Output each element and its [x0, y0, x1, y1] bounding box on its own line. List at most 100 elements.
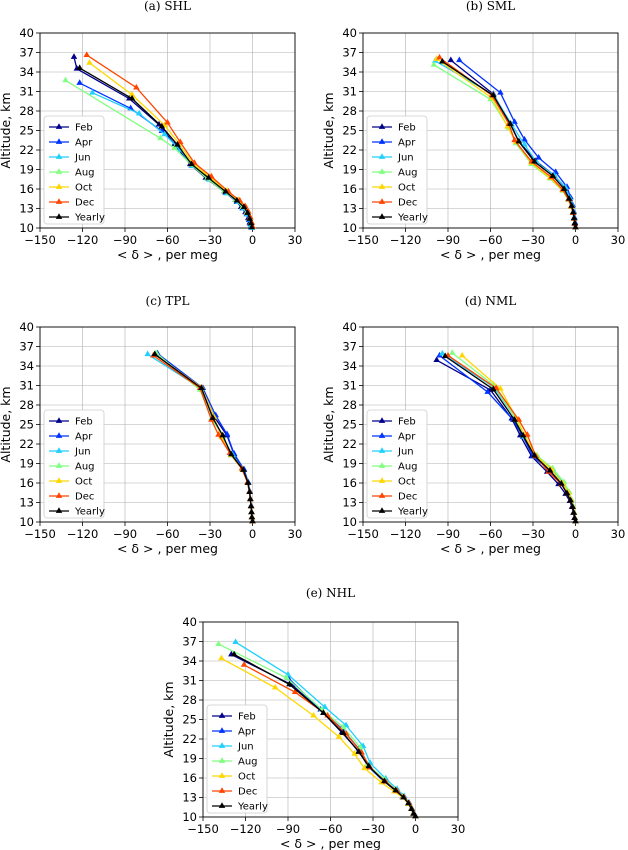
series-line [441, 353, 577, 522]
legend-label: Dec [75, 492, 94, 503]
chart-panel-3: −150 −120 −90 −60 −30 0 30 10 13 16 19 22 25 28 31 34 37… [0, 294, 302, 556]
chart-panel-1: −150 −120 −90 −60 −30 0 30 10 13 16 19 22 25 28 31 34 37… [0, 0, 302, 262]
data-point-marker [133, 83, 140, 90]
x-tick-label: −30 [198, 233, 222, 247]
panel-title: (e) NHL [306, 586, 355, 600]
y-tick-label: 37 [19, 46, 34, 60]
series-line [451, 352, 577, 522]
series-line [147, 353, 254, 522]
x-tick-label: 0 [249, 527, 256, 541]
legend-swatch-marker [378, 153, 386, 159]
x-tick-label: 30 [288, 233, 303, 247]
y-tick-label: 10 [342, 221, 357, 235]
y-tick-label: 37 [182, 635, 197, 649]
series-dec [436, 53, 579, 230]
panel-title: (d) NML [465, 294, 517, 308]
data-point-marker [228, 450, 235, 457]
data-point-marker [135, 109, 143, 116]
series-feb [447, 56, 579, 230]
series-apr [154, 349, 256, 524]
legend-label: Oct [398, 183, 415, 194]
data-point-marker [511, 416, 518, 422]
data-point-marker [351, 750, 358, 756]
data-point-marker [272, 683, 279, 690]
series-line [439, 355, 577, 522]
data-point-marker [291, 688, 299, 695]
series-aug [449, 349, 579, 524]
legend-swatch-marker [378, 213, 386, 219]
x-tick-label: −30 [361, 822, 385, 836]
legend-swatch-marker [378, 477, 386, 483]
data-point-marker [567, 496, 574, 503]
legend-swatch-marker [218, 802, 226, 808]
legend-label: Apr [238, 727, 256, 738]
data-point-marker [70, 53, 78, 59]
data-point-marker [320, 709, 327, 715]
data-point-marker [244, 479, 252, 485]
y-tick-label: 34 [19, 65, 34, 79]
x-tick-label: −90 [113, 527, 137, 541]
series-oct [86, 59, 256, 229]
x-axis-label: < δ > , per meg [117, 541, 218, 556]
data-point-marker [158, 122, 166, 129]
x-tick-label: −90 [436, 527, 460, 541]
y-tick-label: 19 [342, 163, 357, 177]
legend-label: Feb [75, 123, 93, 134]
data-point-marker [570, 214, 578, 221]
legend-label: Apr [398, 138, 416, 149]
data-point-marker [490, 385, 497, 392]
y-tick-label: 40 [19, 26, 34, 40]
x-tick-label: 30 [451, 822, 466, 836]
data-point-marker [436, 351, 443, 358]
x-tick-label: −30 [521, 233, 545, 247]
data-point-marker [497, 89, 504, 95]
legend-swatch-marker [378, 198, 386, 204]
legend-label: Apr [398, 432, 416, 443]
data-point-marker [531, 157, 538, 164]
data-point-marker [248, 508, 255, 515]
legend-swatch-marker [378, 462, 386, 468]
data-point-marker [392, 786, 399, 793]
data-point-marker [177, 138, 184, 145]
x-tick-label: −60 [318, 822, 342, 836]
data-point-marker [209, 414, 217, 420]
data-point-marker [433, 356, 440, 363]
data-point-marker [400, 793, 407, 800]
data-point-marker [215, 431, 222, 437]
y-tick-label: 10 [182, 810, 197, 824]
data-point-marker [570, 509, 578, 515]
series-line [461, 355, 577, 522]
y-tick-label: 19 [19, 163, 34, 177]
series-jun [432, 57, 579, 230]
data-point-marker [571, 514, 578, 520]
data-point-marker [563, 489, 571, 496]
data-point-marker [247, 495, 254, 502]
data-point-marker [247, 219, 255, 226]
legend-label: Feb [238, 712, 256, 723]
y-tick-label: 40 [342, 320, 357, 334]
legend-label: Aug [75, 168, 95, 179]
legend-label: Dec [398, 492, 417, 503]
data-point-marker [568, 202, 575, 208]
data-point-marker [215, 640, 222, 646]
x-tick-label: −60 [478, 527, 502, 541]
y-tick-label: 16 [19, 476, 34, 490]
y-tick-label: 16 [342, 182, 357, 196]
y-tick-label: 25 [19, 418, 34, 432]
x-axis-label: < δ > , per meg [440, 541, 541, 556]
x-tick-label: 30 [611, 527, 626, 541]
series-oct [151, 350, 256, 524]
x-tick-label: −60 [478, 233, 502, 247]
y-tick-label: 22 [182, 732, 197, 746]
data-point-marker [519, 431, 527, 438]
legend-swatch-marker [378, 432, 386, 438]
legend-swatch-marker [378, 183, 386, 189]
x-tick-label: −120 [67, 233, 99, 247]
data-point-marker [76, 79, 83, 85]
series-oct [433, 55, 579, 230]
y-tick-label: 28 [342, 104, 357, 118]
legend-label: Aug [398, 168, 418, 179]
data-point-marker [283, 674, 290, 680]
series-dec [444, 351, 579, 524]
legend-swatch-marker [55, 462, 63, 468]
